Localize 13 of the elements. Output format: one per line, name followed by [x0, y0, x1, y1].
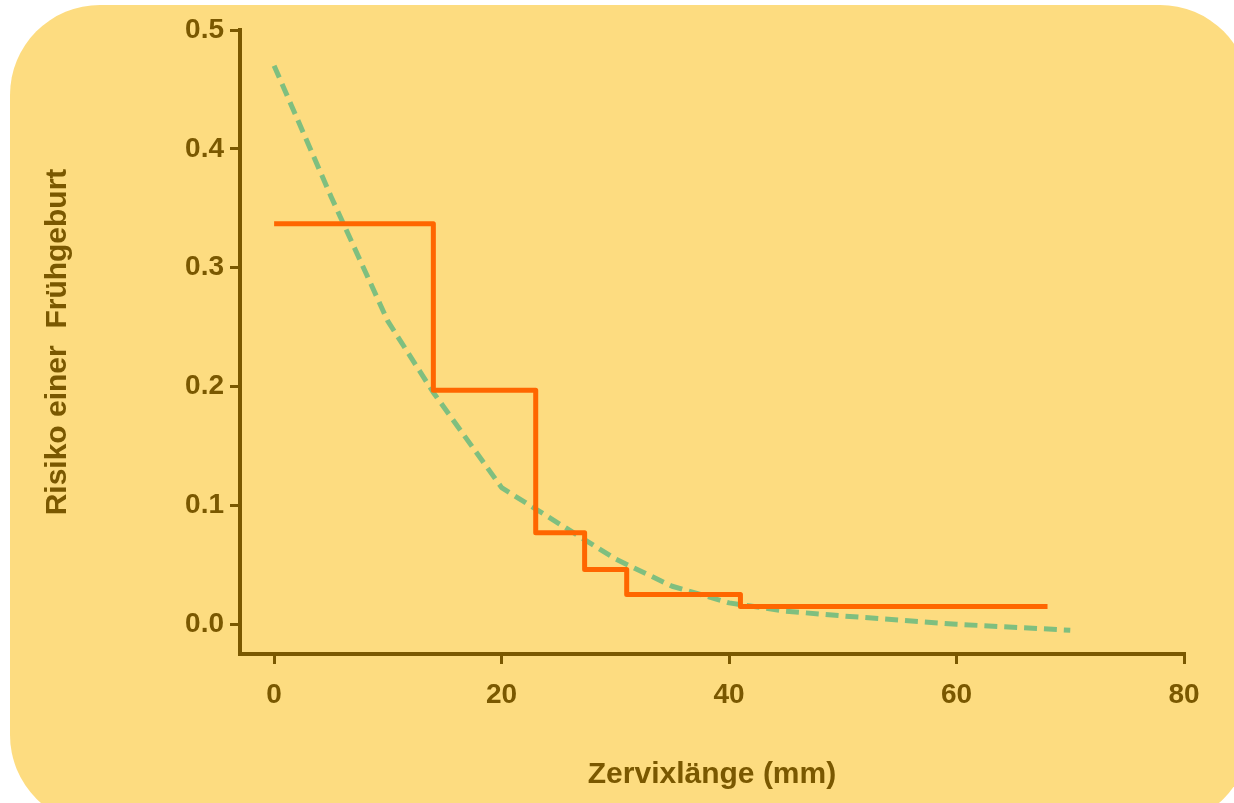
y-tick-label: 0.2	[185, 369, 224, 401]
y-tick-label: 0.1	[185, 488, 224, 520]
x-axis-title: Zervixlänge (mm)	[587, 756, 837, 790]
y-tick-label: 0.3	[185, 250, 224, 282]
x-tick-label: 60	[940, 677, 973, 709]
x-tick-label: 80	[1168, 677, 1200, 709]
y-tick-label: 0.5	[185, 12, 224, 44]
y-axis-title: Risiko einer Frühgeburt	[39, 168, 73, 516]
x-tick-label: 20	[486, 677, 518, 709]
x-tick-label: 0	[266, 677, 282, 709]
y-tick-label: 0.0	[185, 607, 224, 638]
x-tick-label: 40	[713, 677, 745, 709]
y-tick-label: 0.4	[185, 131, 225, 163]
